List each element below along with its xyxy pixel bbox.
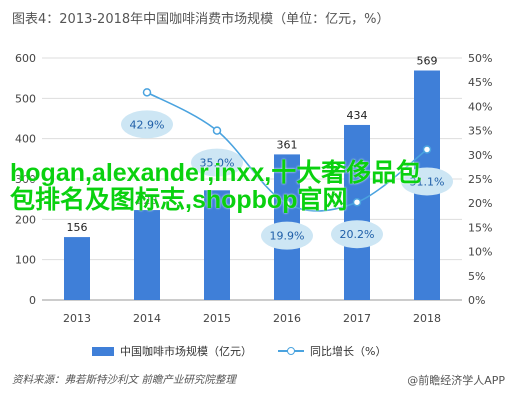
bar-value-label: 156 xyxy=(67,221,88,234)
y-left-tick-label: 600 xyxy=(15,52,36,65)
y-left-tick-label: 100 xyxy=(15,254,36,267)
growth-value-label: 19.9% xyxy=(270,230,305,243)
legend-line-label: 同比增长（%） xyxy=(310,345,387,358)
y-right-tick-label: 5% xyxy=(468,270,485,283)
bar-value-label: 361 xyxy=(277,138,298,151)
growth-bubble xyxy=(401,167,453,196)
legend-bar-swatch xyxy=(92,346,114,356)
growth-bubble xyxy=(261,221,313,250)
chart-title: 图表4：2013-2018年中国咖啡消费市场规模（单位：亿元，%） xyxy=(12,12,390,27)
y-right-tick-label: 25% xyxy=(468,173,492,186)
y-right-tick-label: 35% xyxy=(468,125,492,138)
growth-point xyxy=(422,145,432,154)
y-left-tick-label: 500 xyxy=(15,92,36,105)
bar-value-label: 223 xyxy=(137,194,158,207)
y-right-tick-label: 45% xyxy=(468,76,492,89)
data-labels: 156 223 361 434 569 42.9% 35.0% 19.9% 20.2% 31.1% xyxy=(67,55,445,243)
x-tick-label: 2015 xyxy=(203,312,231,325)
x-tick-label: 2018 xyxy=(413,312,441,325)
y-right-tick-label: 50% xyxy=(468,52,492,65)
axis-ticks: 0 100 200 300 400 500 600 0% 5% 10% 15% 20% 25% 30% 35… xyxy=(15,52,492,325)
x-tick-label: 2016 xyxy=(273,312,301,325)
legend-bar-label: 中国咖啡市场规模（亿元） xyxy=(120,345,252,358)
x-tick-label: 2014 xyxy=(133,312,161,325)
y-left-tick-label: 200 xyxy=(15,213,36,226)
growth-value-label: 42.9% xyxy=(130,118,165,131)
growth-point xyxy=(212,126,222,135)
y-right-tick-label: 40% xyxy=(468,100,492,113)
growth-value-label: 35.0% xyxy=(200,157,235,170)
bar xyxy=(134,210,160,300)
y-right-tick-label: 20% xyxy=(468,197,492,210)
spam-overlay-text: hogan,alexander,inxx,十大奢侈品包包排名及图标志,shopb… xyxy=(10,159,422,214)
y-right-tick-label: 30% xyxy=(468,149,492,162)
source-note: 资料来源：弗若斯特沙利文 前瞻产业研究院整理 xyxy=(12,374,236,386)
growth-bubble xyxy=(331,220,383,249)
growth-bubble xyxy=(121,110,173,139)
bar xyxy=(64,237,90,300)
y-right-tick-label: 15% xyxy=(468,221,492,234)
x-tick-label: 2013 xyxy=(63,312,91,325)
y-left-tick-label: 400 xyxy=(15,133,36,146)
y-left-tick-label: 300 xyxy=(15,173,36,186)
growth-line xyxy=(142,88,432,212)
legend-line-swatch xyxy=(278,346,304,356)
growth-bubbles xyxy=(121,110,453,250)
y-right-tick-label: 10% xyxy=(468,246,492,259)
legend-item-line: 同比增长（%） xyxy=(278,343,386,359)
bar-value-label: 434 xyxy=(347,109,368,122)
growth-value-label: 31.1% xyxy=(410,175,445,188)
growth-bubble xyxy=(191,148,243,177)
bar-value-label: 569 xyxy=(417,55,438,68)
brand-credit: @前瞻经济学人APP xyxy=(407,374,505,387)
bar xyxy=(204,190,230,300)
growth-point xyxy=(282,199,292,208)
bar xyxy=(344,124,370,300)
y-left-tick-label: 0 xyxy=(29,294,36,307)
growth-point xyxy=(142,88,152,97)
y-right-tick-label: 0% xyxy=(468,294,485,307)
x-tick-label: 2017 xyxy=(343,312,371,325)
growth-point xyxy=(352,197,362,207)
legend: 中国咖啡市场规模（亿元） 同比增长（%） xyxy=(92,343,412,359)
legend-item-bar: 中国咖啡市场规模（亿元） xyxy=(92,343,252,359)
growth-value-label: 20.2% xyxy=(340,228,375,241)
